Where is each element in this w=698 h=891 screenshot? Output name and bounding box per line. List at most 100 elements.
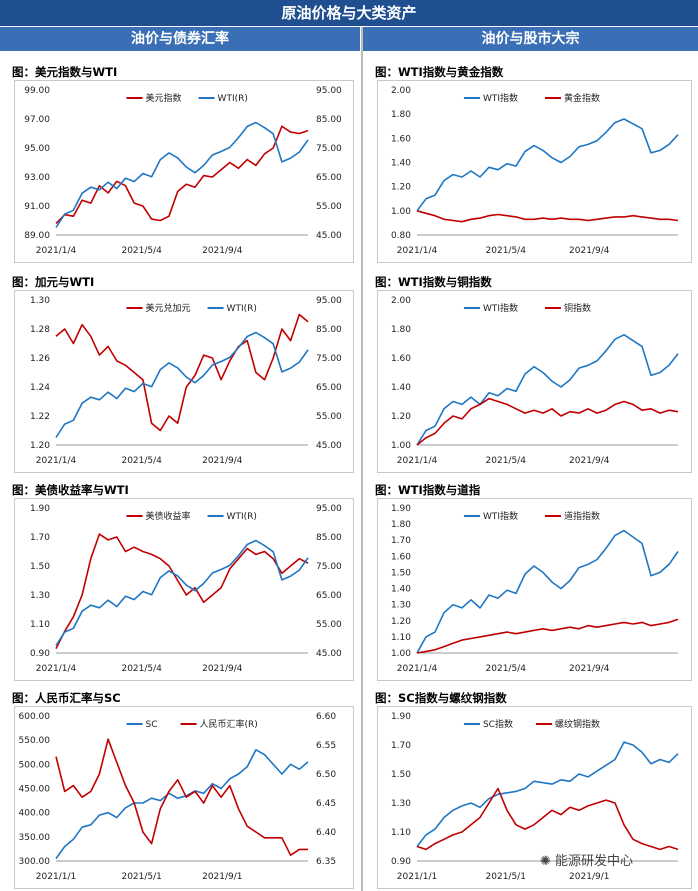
y-tick-label: 91.00: [24, 202, 50, 212]
legend-label: WTI指数: [483, 510, 518, 522]
y-tick-label: 1.80: [391, 110, 411, 120]
chart-7: 300.00 350.00 400.00 450.00 500.00 550.00 600.…: [19, 712, 337, 882]
legend-label: WTI(R): [227, 512, 257, 522]
chart-title-7: 图：人民币汇率与SC: [12, 691, 121, 705]
x-tick-label: 2021/1/4: [397, 664, 438, 674]
chart-8: 0.90 1.10 1.30 1.50 1.70 1.90 2021/1/1 2021/5/1…: [391, 712, 679, 882]
y-right-tick-label: 45.00: [316, 231, 342, 241]
x-tick-label: 2021/9/4: [202, 246, 243, 256]
y-tick-label: 99.00: [24, 86, 50, 96]
series-line-2: [55, 539, 309, 646]
y-tick-label: 350.00: [19, 833, 51, 843]
y-tick-label: 1.00: [391, 649, 411, 659]
y-right-tick-label: 6.50: [316, 770, 336, 780]
y-right-tick-label: 55.00: [316, 202, 342, 212]
y-right-tick-label: 55.00: [316, 620, 342, 630]
x-tick-label: 2021/1/1: [397, 872, 437, 882]
chart-frame-3: [14, 290, 354, 473]
x-tick-label: 2021/5/4: [486, 456, 527, 466]
y-tick-label: 1.20: [391, 412, 411, 422]
legend-label: 螺纹钢指数: [555, 718, 600, 730]
x-tick-label: 2021/1/4: [36, 664, 77, 674]
y-tick-label: 1.26: [30, 354, 50, 364]
x-tick-label: 2021/1/4: [36, 246, 77, 256]
y-tick-label: 1.40: [391, 383, 411, 393]
y-tick-label: 1.70: [30, 533, 50, 543]
chart-frame-2: [377, 80, 692, 263]
chart-title-3: 图：加元与WTI: [12, 275, 95, 289]
series-line-2: [416, 210, 679, 223]
series-line-1: [416, 741, 679, 847]
x-tick-label: 2021/5/4: [486, 664, 527, 674]
y-tick-label: 1.00: [391, 207, 411, 217]
y-right-tick-label: 85.00: [316, 533, 342, 543]
y-tick-label: 400.00: [19, 809, 51, 819]
y-tick-label: 1.40: [391, 159, 411, 169]
legend-label: WTI指数: [483, 302, 518, 314]
chart-2: 0.80 1.00 1.20 1.40 1.60 1.80 2.00 2021/1/4 2021…: [391, 86, 679, 256]
y-right-tick-label: 6.40: [316, 828, 336, 838]
y-tick-label: 1.30: [30, 296, 50, 306]
y-tick-label: 1.40: [391, 585, 411, 595]
y-tick-label: 1.20: [391, 183, 411, 193]
y-tick-label: 1.10: [391, 633, 411, 643]
legend-label: 人民币汇率(R): [200, 718, 258, 730]
y-right-tick-label: 6.60: [316, 712, 336, 722]
y-tick-label: 300.00: [19, 857, 51, 867]
y-right-tick-label: 6.45: [316, 799, 336, 809]
y-tick-label: 1.60: [391, 354, 411, 364]
x-tick-label: 2021/5/4: [121, 664, 162, 674]
section-header-left: 油价与债券汇率: [0, 27, 360, 51]
y-tick-label: 1.90: [391, 712, 411, 722]
x-tick-label: 2021/9/1: [202, 872, 242, 882]
y-tick-label: 1.50: [391, 568, 411, 578]
x-tick-label: 2021/9/4: [569, 246, 610, 256]
y-tick-label: 550.00: [19, 736, 51, 746]
x-tick-label: 2021/1/4: [36, 456, 77, 466]
chart-title-5: 图：美债收益率与WTI: [12, 483, 129, 497]
y-tick-label: 97.00: [24, 115, 50, 125]
chart-5: 0.90 1.10 1.30 1.50 1.70 1.90 45.00 55.00 65.00 7…: [30, 504, 342, 674]
series-line-1: [55, 748, 309, 860]
chart-frame-8: [377, 706, 692, 889]
x-tick-label: 2021/1/1: [36, 872, 76, 882]
y-tick-label: 93.00: [24, 173, 50, 183]
x-tick-label: 2021/1/4: [397, 246, 438, 256]
legend-label: SC: [146, 720, 158, 730]
y-right-tick-label: 95.00: [316, 504, 342, 514]
y-right-tick-label: 95.00: [316, 86, 342, 96]
chart-title-6: 图：WTI指数与道指: [375, 483, 481, 497]
x-tick-label: 2021/5/1: [486, 872, 526, 882]
chart-frame-5: [14, 498, 354, 681]
chart-title-1: 图：美元指数与WTI: [12, 65, 118, 79]
y-tick-label: 2.00: [391, 86, 411, 96]
section-header-right: 油价与股市大宗: [363, 27, 698, 51]
series-line-2: [416, 397, 679, 446]
y-tick-label: 1.24: [30, 383, 50, 393]
x-tick-label: 2021/9/4: [202, 664, 243, 674]
watermark: ✺ 能源研发中心: [540, 854, 634, 869]
y-tick-label: 1.70: [391, 536, 411, 546]
series-line-2: [416, 618, 679, 654]
y-tick-label: 0.90: [391, 857, 411, 867]
y-tick-label: 2.00: [391, 296, 411, 306]
legend-label: WTI指数: [483, 92, 518, 104]
y-tick-label: 1.70: [391, 741, 411, 751]
x-tick-label: 2021/5/4: [486, 246, 527, 256]
y-tick-label: 0.90: [30, 649, 50, 659]
legend-label: 美元指数: [146, 92, 182, 104]
y-tick-label: 1.00: [391, 441, 411, 451]
y-tick-label: 600.00: [19, 712, 51, 722]
series-line-1: [416, 529, 679, 654]
x-tick-label: 2021/1/4: [397, 456, 438, 466]
y-tick-label: 1.50: [30, 562, 50, 572]
y-right-tick-label: 75.00: [316, 144, 342, 154]
legend-label: WTI(R): [227, 304, 257, 314]
y-right-tick-label: 75.00: [316, 562, 342, 572]
y-tick-label: 1.20: [30, 441, 50, 451]
y-right-tick-label: 75.00: [316, 354, 342, 364]
legend-label: WTI(R): [218, 94, 248, 104]
y-right-tick-label: 85.00: [316, 325, 342, 335]
x-tick-label: 2021/9/4: [202, 456, 243, 466]
y-right-tick-label: 65.00: [316, 591, 342, 601]
